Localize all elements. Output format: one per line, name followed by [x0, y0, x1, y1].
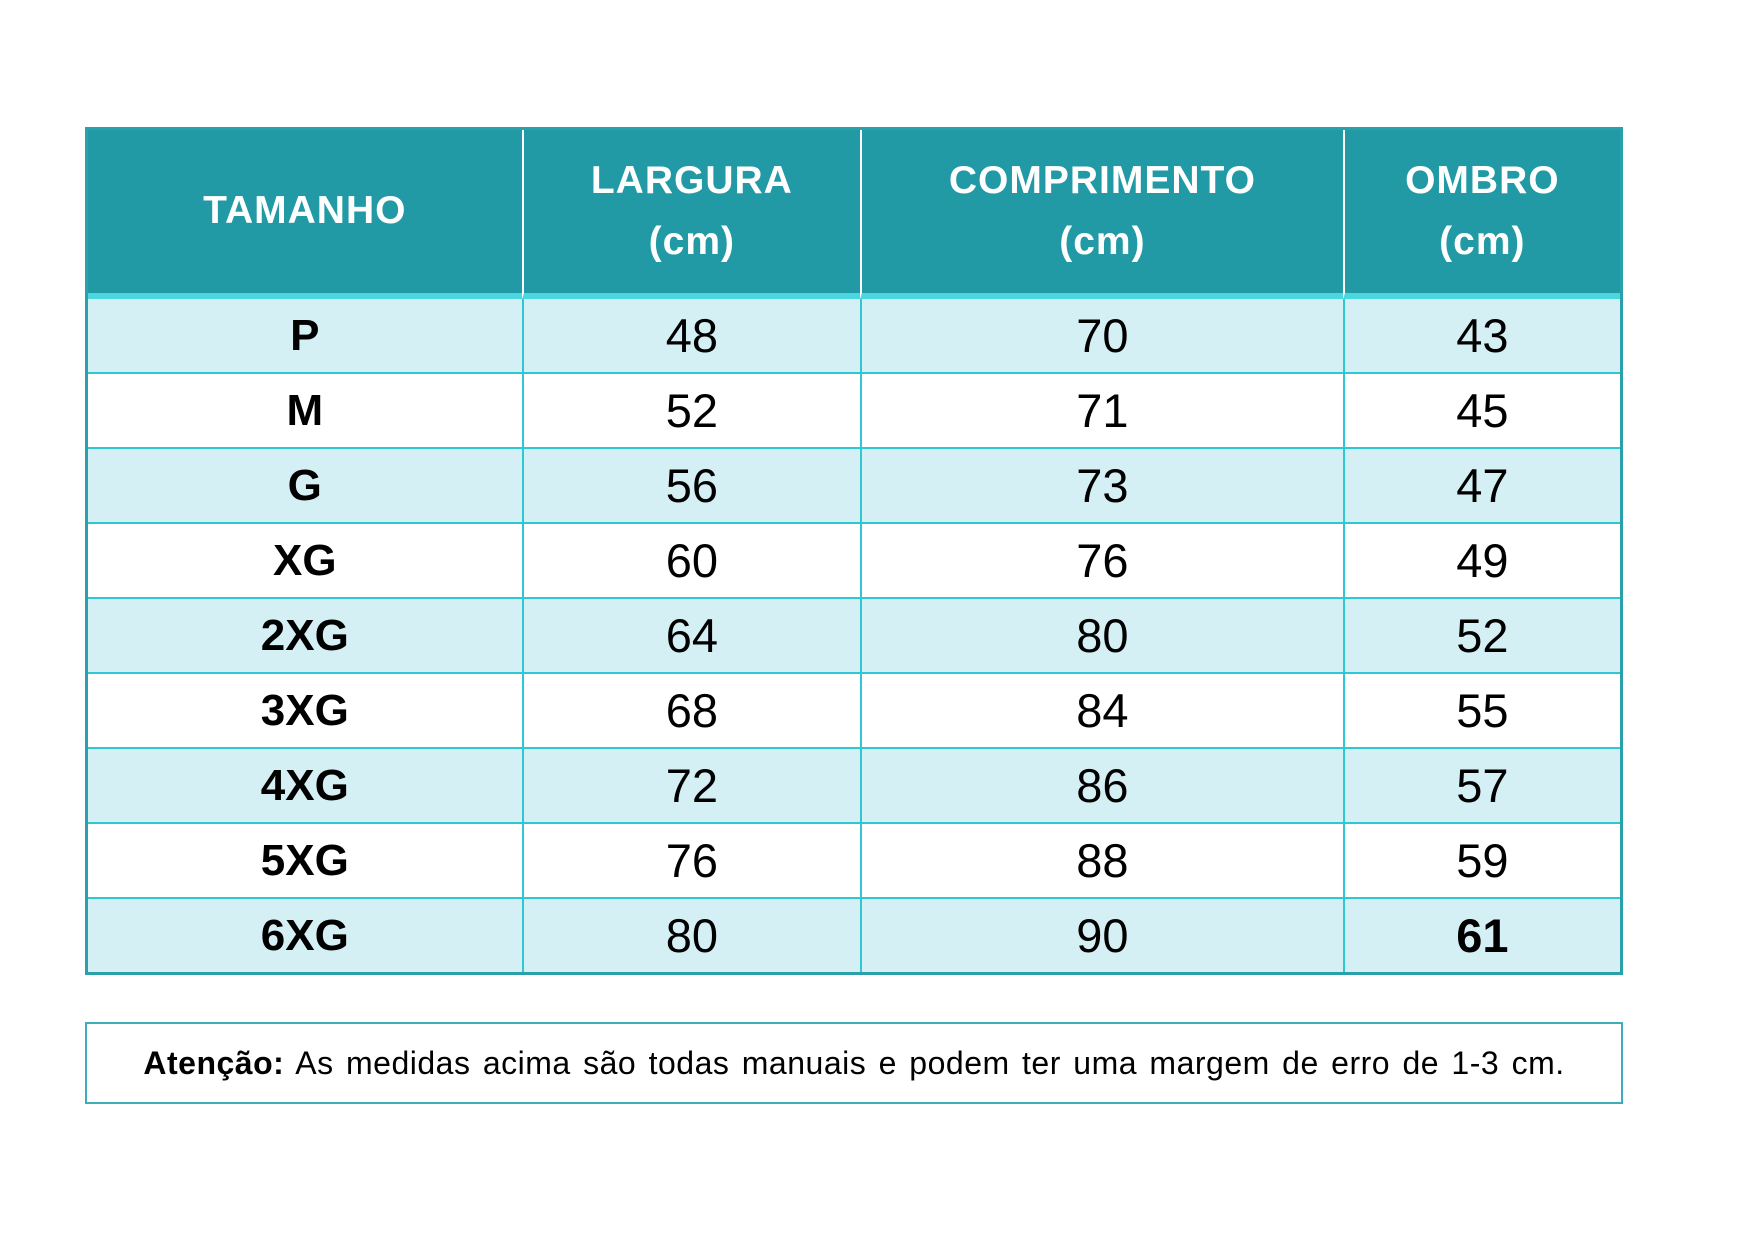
table-row: G 56 73 47 — [88, 447, 1620, 522]
cell-ombro: 52 — [1342, 597, 1620, 672]
column-header-tamanho: TAMANHO — [88, 130, 522, 299]
cell-size: G — [88, 447, 522, 522]
table-body: P 48 70 43 M 52 71 45 G 56 73 47 XG 60 7… — [88, 299, 1620, 972]
cell-comprimento: 84 — [860, 672, 1343, 747]
header-label: LARGURA — [590, 159, 793, 203]
header-unit: (cm) — [648, 219, 735, 263]
cell-ombro: 57 — [1342, 747, 1620, 822]
cell-comprimento: 80 — [860, 597, 1343, 672]
cell-comprimento: 90 — [860, 897, 1343, 972]
cell-ombro: 49 — [1342, 522, 1620, 597]
cell-largura: 72 — [521, 747, 861, 822]
header-row: TAMANHO LARGURA (cm) COMPRIMENTO (cm) OM… — [88, 130, 1620, 299]
note-box: Atenção: As medidas acima são todas manu… — [85, 1022, 1623, 1104]
cell-largura: 64 — [521, 597, 861, 672]
cell-ombro: 55 — [1342, 672, 1620, 747]
cell-comprimento: 70 — [860, 299, 1343, 372]
cell-size: 3XG — [88, 672, 522, 747]
cell-size: M — [88, 372, 522, 447]
cell-largura: 56 — [521, 447, 861, 522]
cell-comprimento: 76 — [860, 522, 1343, 597]
header-label: COMPRIMENTO — [948, 159, 1256, 203]
cell-largura: 60 — [521, 522, 861, 597]
cell-comprimento: 71 — [860, 372, 1343, 447]
table-row: 5XG 76 88 59 — [88, 822, 1620, 897]
table-row: 6XG 80 90 61 — [88, 897, 1620, 972]
header-unit: (cm) — [1439, 219, 1526, 263]
table-row: P 48 70 43 — [88, 299, 1620, 372]
table-row: 3XG 68 84 55 — [88, 672, 1620, 747]
cell-size: 4XG — [88, 747, 522, 822]
cell-largura: 48 — [521, 299, 861, 372]
cell-size: P — [88, 299, 522, 372]
cell-largura: 68 — [521, 672, 861, 747]
cell-largura: 80 — [521, 897, 861, 972]
table-header: TAMANHO LARGURA (cm) COMPRIMENTO (cm) OM… — [88, 130, 1620, 299]
cell-largura: 52 — [521, 372, 861, 447]
cell-size: XG — [88, 522, 522, 597]
cell-ombro: 61 — [1342, 897, 1620, 972]
cell-largura: 76 — [521, 822, 861, 897]
cell-ombro: 47 — [1342, 447, 1620, 522]
note-prefix: Atenção: — [143, 1044, 285, 1081]
table-row: XG 60 76 49 — [88, 522, 1620, 597]
cell-comprimento: 73 — [860, 447, 1343, 522]
cell-size: 5XG — [88, 822, 522, 897]
table-row: 4XG 72 86 57 — [88, 747, 1620, 822]
table-row: 2XG 64 80 52 — [88, 597, 1620, 672]
header-label: TAMANHO — [203, 189, 407, 233]
cell-size: 2XG — [88, 597, 522, 672]
size-chart-table: TAMANHO LARGURA (cm) COMPRIMENTO (cm) OM… — [85, 127, 1623, 975]
note-body: As medidas acima são todas manuais e pod… — [295, 1044, 1565, 1081]
cell-ombro: 59 — [1342, 822, 1620, 897]
column-header-comprimento: COMPRIMENTO (cm) — [860, 130, 1343, 299]
header-unit: (cm) — [1059, 219, 1146, 263]
cell-size: 6XG — [88, 897, 522, 972]
header-label: OMBRO — [1405, 159, 1560, 203]
cell-ombro: 43 — [1342, 299, 1620, 372]
column-header-largura: LARGURA (cm) — [521, 130, 861, 299]
cell-comprimento: 86 — [860, 747, 1343, 822]
table-row: M 52 71 45 — [88, 372, 1620, 447]
cell-ombro: 45 — [1342, 372, 1620, 447]
cell-comprimento: 88 — [860, 822, 1343, 897]
column-header-ombro: OMBRO (cm) — [1342, 130, 1620, 299]
